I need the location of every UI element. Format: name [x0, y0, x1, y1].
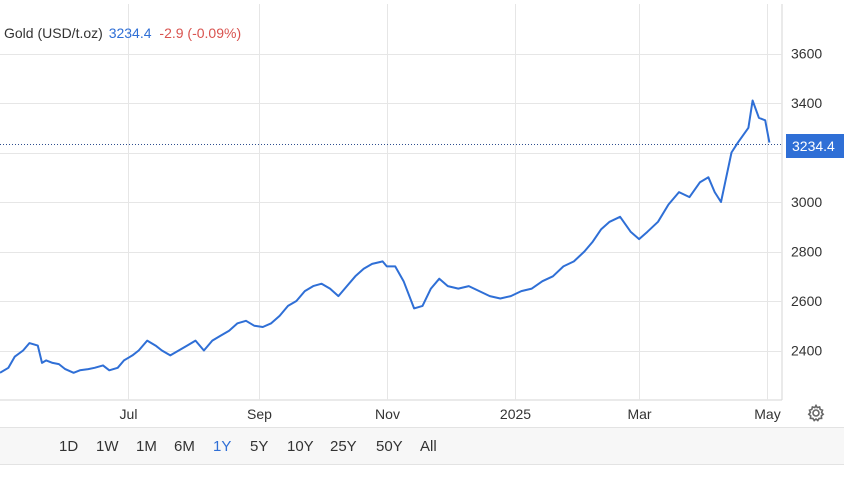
x-tick-label: Mar [627, 406, 651, 422]
range-button-10y[interactable]: 10Y [287, 438, 314, 455]
series-line-0 [0, 99, 771, 374]
time-range-bar: 1D 1W 1M 6M 1Y 5Y 10Y 25Y 50Y All [0, 427, 844, 465]
y-tick-label: 2600 [791, 293, 822, 309]
range-button-1y[interactable]: 1Y [213, 438, 232, 455]
range-button-5y[interactable]: 5Y [250, 438, 269, 455]
legend-price-change: -2.9 (-0.09%) [159, 25, 242, 41]
range-button-6m[interactable]: 6M [174, 438, 195, 455]
range-button-50y[interactable]: 50Y [376, 438, 403, 455]
range-button-25y[interactable]: 25Y [330, 438, 357, 455]
gear-icon[interactable] [806, 403, 826, 423]
y-tick-label: 3600 [791, 46, 822, 62]
legend-last-price: 3234.4 [108, 25, 152, 41]
legend-instrument-name: Gold (USD/t.oz) [4, 25, 103, 41]
x-tick-label: Jul [120, 406, 138, 422]
y-tick-label: 2400 [791, 343, 822, 359]
chart-legend: Gold (USD/t.oz) 3234.4 -2.9 (-0.09%) [4, 25, 241, 41]
chart-area: 2400 2600 2800 3000 3400 3600 Jul Sep Nov 2025 Mar… [0, 4, 844, 423]
axis-layer: 2400 2600 2800 3000 3400 3600 Jul Sep Nov 2025 Mar… [120, 46, 823, 423]
y-tick-label: 3000 [791, 194, 822, 210]
range-button-all[interactable]: All [420, 438, 437, 455]
grid-layer [0, 4, 783, 401]
x-tick-label: Nov [375, 406, 400, 422]
range-button-1w[interactable]: 1W [96, 438, 119, 455]
x-tick-label: May [754, 406, 780, 422]
series-layer [0, 99, 771, 374]
y-tick-label: 2800 [791, 244, 822, 260]
range-button-1m[interactable]: 1M [136, 438, 157, 455]
x-tick-label: Sep [247, 406, 272, 422]
y-tick-label: 3400 [791, 95, 822, 111]
line-chart: 2400 2600 2800 3000 3400 3600 Jul Sep Nov 2025 Mar… [0, 4, 823, 423]
last-price-tag: 3234.4 [786, 134, 844, 158]
range-button-1d[interactable]: 1D [59, 438, 79, 455]
x-tick-label: 2025 [500, 406, 531, 422]
